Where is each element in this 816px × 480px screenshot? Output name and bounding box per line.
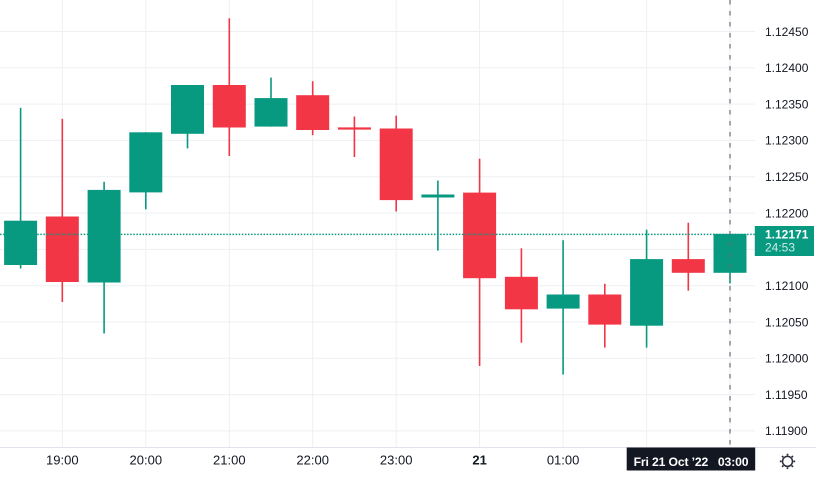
svg-text:21:00: 21:00 <box>213 453 246 468</box>
svg-text:1.12450: 1.12450 <box>765 25 809 39</box>
svg-text:22:00: 22:00 <box>296 453 329 468</box>
svg-text:1.12171: 1.12171 <box>765 228 809 242</box>
svg-text:1.12250: 1.12250 <box>765 170 809 184</box>
svg-text:1.12050: 1.12050 <box>765 315 809 329</box>
svg-text:1.11900: 1.11900 <box>765 424 808 438</box>
svg-text:23:00: 23:00 <box>380 453 413 468</box>
svg-text:1.12100: 1.12100 <box>765 279 809 293</box>
svg-text:1.12400: 1.12400 <box>765 61 809 75</box>
svg-text:1.12000: 1.12000 <box>765 352 809 366</box>
svg-text:21: 21 <box>472 453 486 468</box>
svg-text:1.12200: 1.12200 <box>765 206 809 220</box>
svg-text:19:00: 19:00 <box>46 453 79 468</box>
svg-text:1.12350: 1.12350 <box>765 97 809 111</box>
svg-text:24:53: 24:53 <box>765 241 795 255</box>
svg-text:20:00: 20:00 <box>130 453 163 468</box>
svg-text:1.12300: 1.12300 <box>765 134 809 148</box>
svg-text:1.11950: 1.11950 <box>765 388 808 402</box>
svg-text:Fri 21 Oct ’22 03:00: Fri 21 Oct ’22 03:00 <box>634 455 749 469</box>
svg-text:01:00: 01:00 <box>547 453 580 468</box>
